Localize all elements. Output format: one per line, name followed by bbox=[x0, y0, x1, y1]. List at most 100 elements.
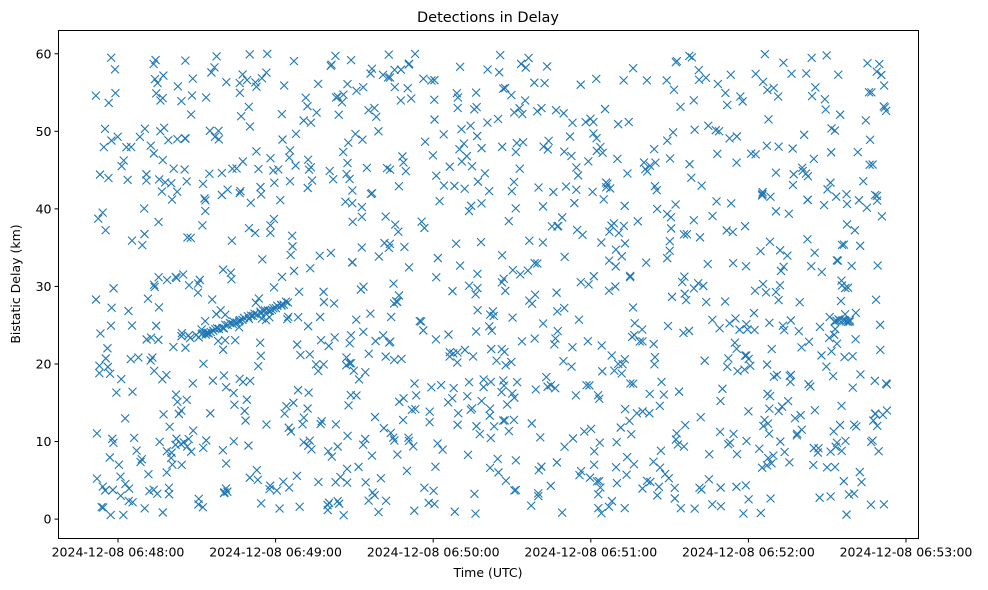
data-point bbox=[453, 103, 463, 113]
data-point bbox=[485, 411, 495, 421]
data-point bbox=[509, 415, 519, 425]
data-point bbox=[733, 366, 742, 376]
data-point bbox=[366, 69, 375, 78]
data-point bbox=[289, 398, 298, 408]
data-point bbox=[597, 341, 607, 350]
data-point bbox=[854, 195, 864, 205]
data-point bbox=[460, 345, 470, 355]
data-point bbox=[804, 337, 814, 347]
data-point bbox=[769, 83, 779, 93]
data-point bbox=[527, 419, 537, 428]
data-point bbox=[495, 50, 505, 60]
data-point bbox=[682, 229, 692, 239]
data-point bbox=[149, 280, 159, 290]
data-point bbox=[331, 93, 341, 102]
data-point bbox=[135, 132, 145, 142]
data-point bbox=[524, 236, 534, 246]
data-point bbox=[284, 153, 294, 162]
data-point bbox=[593, 503, 603, 513]
data-point bbox=[492, 356, 501, 366]
data-point bbox=[109, 283, 118, 293]
data-point bbox=[541, 372, 551, 382]
data-point bbox=[399, 393, 408, 403]
data-point bbox=[583, 157, 593, 166]
data-point bbox=[346, 358, 356, 368]
data-point bbox=[726, 198, 736, 208]
data-point bbox=[651, 158, 660, 168]
data-point bbox=[198, 502, 208, 512]
data-point bbox=[676, 102, 685, 112]
data-point bbox=[594, 394, 604, 404]
data-point bbox=[799, 130, 809, 140]
data-point bbox=[611, 245, 621, 254]
data-point bbox=[366, 309, 375, 318]
data-point bbox=[851, 422, 861, 431]
data-point bbox=[219, 488, 229, 498]
data-point bbox=[497, 142, 507, 152]
data-point bbox=[214, 134, 224, 144]
data-point bbox=[619, 221, 629, 231]
data-point bbox=[810, 405, 820, 415]
data-point bbox=[386, 428, 396, 438]
data-point bbox=[775, 437, 785, 446]
data-point bbox=[738, 97, 748, 106]
data-point bbox=[506, 357, 516, 367]
data-point bbox=[511, 456, 521, 465]
data-point bbox=[173, 397, 182, 407]
data-point bbox=[266, 220, 275, 230]
data-point bbox=[95, 361, 104, 371]
data-point bbox=[620, 354, 630, 364]
data-point bbox=[871, 295, 881, 305]
data-point bbox=[689, 215, 699, 225]
data-point bbox=[256, 498, 266, 508]
data-point bbox=[642, 476, 652, 486]
data-point bbox=[103, 362, 113, 372]
data-point bbox=[201, 195, 210, 205]
data-point bbox=[866, 500, 876, 510]
data-point bbox=[861, 115, 871, 125]
data-point bbox=[141, 176, 151, 185]
data-point bbox=[614, 228, 624, 238]
data-point bbox=[206, 68, 216, 77]
data-point bbox=[408, 441, 418, 451]
data-point bbox=[662, 209, 672, 219]
data-point bbox=[764, 404, 774, 414]
data-point bbox=[604, 227, 614, 237]
data-point bbox=[388, 433, 398, 443]
data-point bbox=[721, 88, 730, 98]
data-point bbox=[348, 257, 357, 267]
data-point bbox=[427, 382, 436, 392]
x-tick-label: 2024-12-08 06:51:00 bbox=[524, 545, 657, 560]
data-point bbox=[464, 377, 474, 387]
data-point bbox=[515, 270, 525, 279]
data-point bbox=[875, 320, 885, 330]
data-point bbox=[164, 489, 174, 499]
data-point bbox=[628, 63, 638, 73]
data-point bbox=[126, 142, 136, 152]
data-point bbox=[546, 481, 556, 491]
data-point bbox=[610, 282, 620, 291]
data-point bbox=[351, 315, 361, 325]
data-point bbox=[162, 275, 172, 285]
data-point bbox=[188, 426, 198, 436]
data-point bbox=[533, 491, 543, 501]
data-point bbox=[687, 52, 697, 62]
data-point bbox=[106, 321, 116, 331]
data-point bbox=[767, 344, 777, 354]
data-point bbox=[585, 473, 595, 483]
data-point bbox=[833, 256, 843, 265]
data-point bbox=[790, 413, 800, 423]
data-point bbox=[410, 404, 420, 414]
data-point bbox=[715, 427, 725, 437]
data-point bbox=[155, 126, 165, 136]
data-point bbox=[198, 179, 208, 189]
data-point bbox=[732, 482, 741, 492]
data-point bbox=[656, 446, 666, 456]
data-point bbox=[758, 187, 768, 197]
data-point bbox=[537, 462, 546, 472]
data-point bbox=[334, 499, 344, 509]
data-point bbox=[739, 509, 748, 518]
y-tick-label: 0 bbox=[44, 512, 52, 527]
data-point bbox=[331, 51, 340, 61]
data-point bbox=[618, 359, 628, 369]
